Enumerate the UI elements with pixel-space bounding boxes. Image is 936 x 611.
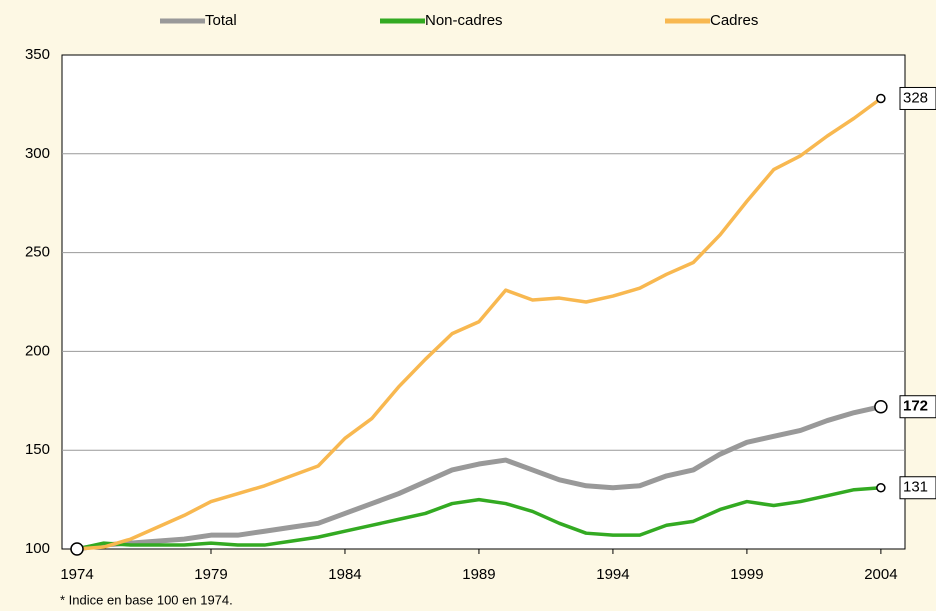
x-tick-label: 1999 xyxy=(730,566,763,583)
y-tick-label: 250 xyxy=(25,244,50,261)
y-tick-label: 300 xyxy=(25,145,50,162)
legend-label: Cadres xyxy=(710,12,758,29)
end-marker xyxy=(876,93,886,104)
label-box xyxy=(899,476,936,500)
y-tick-label: 350 xyxy=(25,46,50,63)
legend-label: Non-cadres xyxy=(425,12,503,29)
x-tick-label: 1974 xyxy=(60,566,93,583)
end-label: 328 xyxy=(903,89,928,106)
end-label: 172 xyxy=(903,398,928,415)
y-tick-label: 150 xyxy=(25,441,50,458)
series-line xyxy=(76,404,882,552)
series-line xyxy=(76,97,882,551)
label-box xyxy=(899,86,936,110)
plot-area xyxy=(61,54,906,550)
end-marker xyxy=(876,482,886,493)
series-line xyxy=(76,485,882,551)
x-tick-label: 2004 xyxy=(864,566,897,583)
end-marker xyxy=(874,399,888,414)
start-marker xyxy=(70,542,84,556)
footnote: * Indice en base 100 en 1974. xyxy=(60,592,233,607)
label-box xyxy=(899,395,936,419)
y-tick-label: 200 xyxy=(25,342,50,359)
legend-label: Total xyxy=(205,12,237,29)
x-tick-label: 1994 xyxy=(596,566,629,583)
y-tick-label: 100 xyxy=(25,540,50,557)
x-tick-label: 1989 xyxy=(462,566,495,583)
x-tick-label: 1984 xyxy=(328,566,361,583)
end-label: 131 xyxy=(903,479,928,496)
x-tick-label: 1979 xyxy=(194,566,227,583)
